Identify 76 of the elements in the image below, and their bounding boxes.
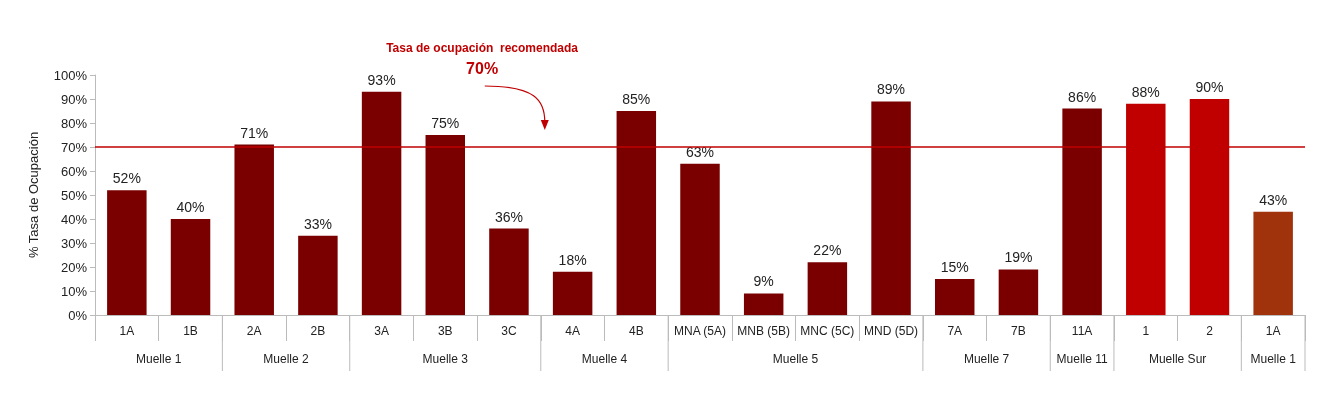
x-tick-label: 3A xyxy=(374,324,389,338)
data-label: 43% xyxy=(1259,191,1288,208)
data-label: 86% xyxy=(1068,88,1097,105)
x-tick-label: 1A xyxy=(119,324,135,338)
text: Muelle 4 xyxy=(581,352,628,366)
bar xyxy=(743,293,784,315)
x-tick-label: MNC (5C) xyxy=(800,324,855,338)
data-label: 52% xyxy=(112,170,141,187)
data-label: 90% xyxy=(1195,79,1224,95)
text: Muelle 2 xyxy=(263,352,310,366)
y-tick-label: 10% xyxy=(60,283,88,299)
x-tick-label: 2 xyxy=(1206,324,1214,338)
x-tick-label: 1A xyxy=(1265,324,1281,338)
data-label: 93% xyxy=(367,71,396,88)
bar xyxy=(552,271,593,315)
x-tick-label: 3B xyxy=(437,324,453,338)
data-label: 9% xyxy=(753,273,774,290)
x-tick-label: 1B xyxy=(183,324,198,338)
text: Muelle 1 xyxy=(1250,352,1297,366)
x-tick-label: MND (5D) xyxy=(864,324,919,338)
x-tick-label: 2B xyxy=(310,324,326,338)
y-tick-label: 20% xyxy=(60,259,88,275)
x-tick-label: 7B xyxy=(1011,324,1026,338)
x-tick-label: 7A xyxy=(947,324,963,338)
data-label: 15% xyxy=(940,259,969,275)
text: Muelle Sur xyxy=(1148,352,1207,366)
bar xyxy=(998,269,1039,315)
text: Muelle 3 xyxy=(422,352,469,366)
bar xyxy=(361,91,402,315)
data-label: 33% xyxy=(303,215,332,232)
x-tick-label: MNB (5B) xyxy=(737,324,791,338)
text: Muelle 11 xyxy=(1056,352,1108,366)
data-label: 19% xyxy=(1004,249,1033,266)
bar xyxy=(425,135,466,315)
data-label: 89% xyxy=(877,81,906,98)
bar xyxy=(934,279,975,315)
bar xyxy=(1062,108,1102,315)
x-tick-label: 4B xyxy=(628,324,644,338)
x-tick-label: MNA (5A) xyxy=(673,324,727,338)
data-label: 40% xyxy=(176,199,205,215)
data-label: 18% xyxy=(558,251,587,268)
y-tick-label: 80% xyxy=(60,115,88,131)
y-axis-title: % Tasa de Ocupación xyxy=(26,131,41,259)
bar xyxy=(170,219,211,315)
x-tick-label: 2A xyxy=(246,324,262,338)
text: Muelle 7 xyxy=(963,352,1010,366)
x-tick-label: 4A xyxy=(565,324,580,338)
y-tick-label: 40% xyxy=(60,211,88,227)
data-label: 88% xyxy=(1131,83,1160,100)
data-label: 36% xyxy=(494,208,523,225)
text: Muelle 5 xyxy=(772,352,819,366)
bar xyxy=(489,228,529,315)
bar xyxy=(234,144,274,315)
y-tick-label: 60% xyxy=(60,163,88,179)
text: Muelle 1 xyxy=(136,352,182,366)
data-label: 85% xyxy=(622,91,651,107)
y-tick-label: 50% xyxy=(60,187,88,203)
y-tick-label: 90% xyxy=(60,91,88,107)
y-tick-label: 30% xyxy=(60,235,88,251)
data-label: 71% xyxy=(240,124,269,141)
bar xyxy=(1253,211,1293,315)
bar xyxy=(807,262,848,315)
data-label: 22% xyxy=(813,242,842,259)
x-tick-label: 3C xyxy=(501,324,517,338)
bar xyxy=(616,111,657,315)
bar xyxy=(107,190,147,315)
data-label: 75% xyxy=(431,115,460,131)
data-label: 63% xyxy=(685,143,715,160)
y-tick-label: 0% xyxy=(68,307,88,323)
y-tick-label: 70% xyxy=(60,139,88,155)
x-tick-label: 1 xyxy=(1142,324,1150,338)
bar xyxy=(298,235,338,315)
y-tick-label: 100% xyxy=(53,67,88,83)
x-tick-label: 11A xyxy=(1071,324,1093,338)
bar xyxy=(871,101,911,315)
bar xyxy=(680,163,720,315)
